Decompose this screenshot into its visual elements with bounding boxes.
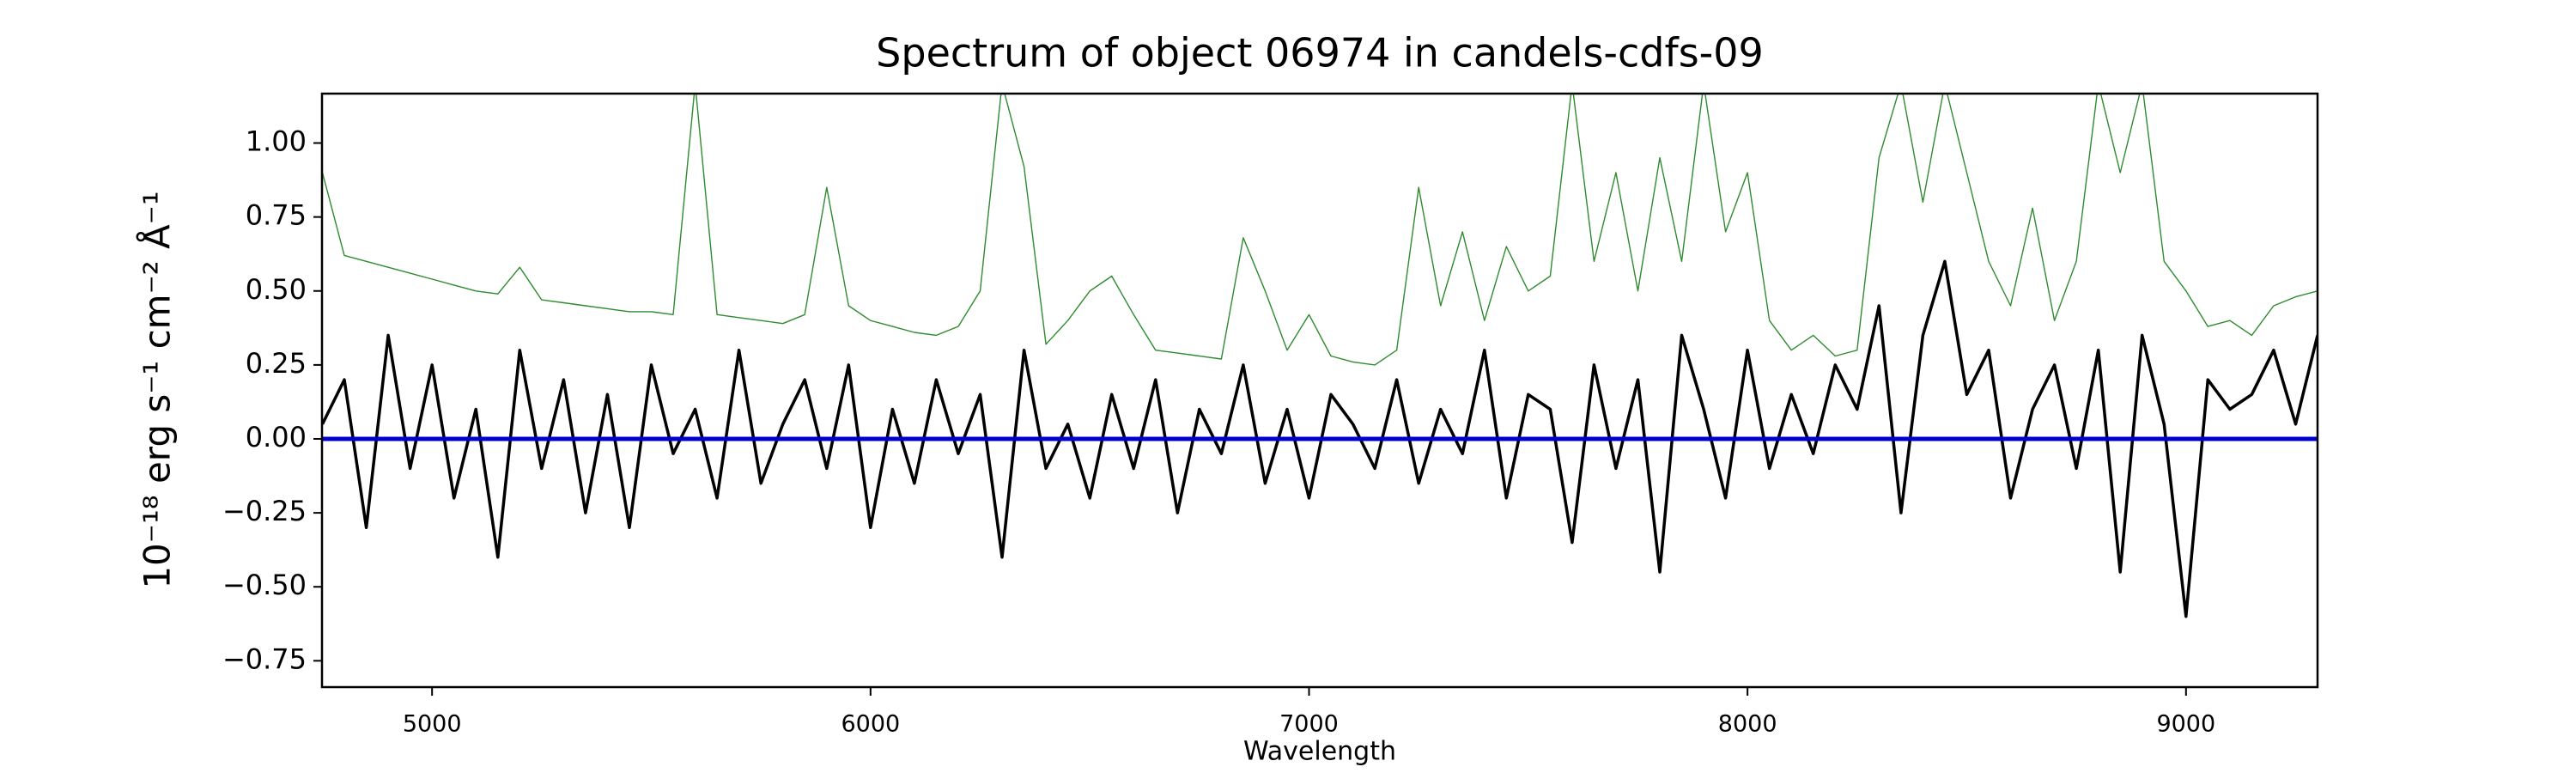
y-tick-label: −0.50 <box>222 569 307 601</box>
plot-area <box>322 94 2318 618</box>
x-axis-label: Wavelength <box>1243 737 1396 767</box>
y-tick-label: 0.25 <box>246 347 307 380</box>
chart-title: Spectrum of object 06974 in candels-cdfs… <box>876 30 1764 76</box>
plot-frame <box>320 92 2319 689</box>
y-axis-label: 10⁻¹⁸ erg s⁻¹ cm⁻² Å⁻¹ <box>136 191 179 588</box>
x-tick-label: 5000 <box>403 711 462 738</box>
y-tick-label: 0.75 <box>246 199 307 232</box>
x-tick-label: 8000 <box>1718 711 1777 738</box>
x-tick-label: 6000 <box>841 711 900 738</box>
spectrum-line <box>322 259 2318 618</box>
y-tick-label: −0.25 <box>222 495 307 527</box>
y-tick-label: 0.50 <box>246 273 307 306</box>
y-tick-label: −0.75 <box>222 642 307 675</box>
x-tick-label: 9000 <box>2156 711 2215 738</box>
y-tick-label: 0.00 <box>246 421 307 453</box>
y-tick-label: 1.00 <box>246 125 307 158</box>
x-tick-label: 7000 <box>1279 711 1339 738</box>
spectrum-line <box>322 94 2318 366</box>
